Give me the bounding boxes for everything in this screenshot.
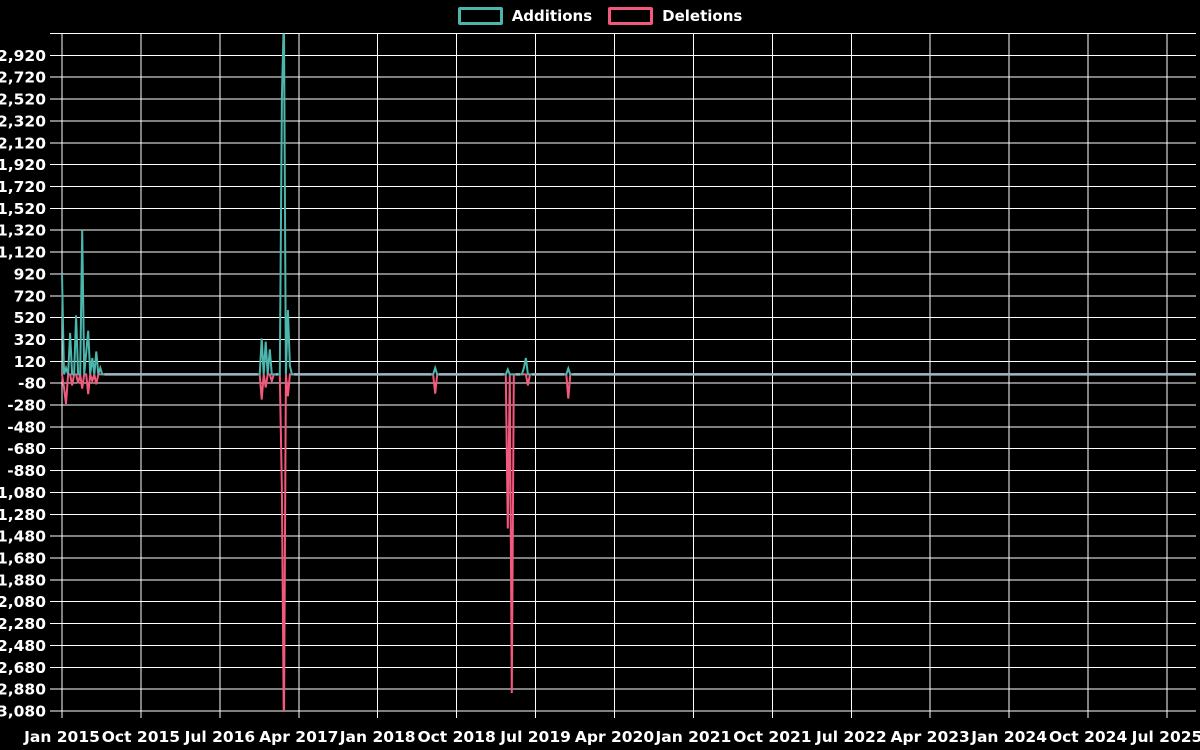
- x-tick-label: Jan 2015: [23, 728, 100, 746]
- x-tick-label: Jan 2021: [654, 728, 731, 746]
- x-tick-label: Apr 2020: [575, 728, 654, 746]
- legend-deletions-swatch-icon: [608, 7, 654, 25]
- y-tick-label: 1,120: [0, 244, 46, 262]
- x-tick-label: Jul 2016: [184, 728, 256, 746]
- x-tick-label: Apr 2023: [891, 728, 970, 746]
- y-tick-label: -1,280: [0, 506, 46, 524]
- legend-additions-label: Additions: [511, 6, 593, 25]
- y-tick-label: -2,280: [0, 615, 46, 633]
- legend-item-additions[interactable]: Additions: [457, 6, 593, 25]
- y-tick-label: 2,520: [0, 91, 46, 109]
- chart-legend: Additions Deletions: [0, 7, 1200, 25]
- y-tick-label: -2,880: [0, 681, 46, 699]
- x-tick-label: Oct 2015: [102, 728, 180, 746]
- y-tick-label: -1,880: [0, 571, 46, 589]
- y-tick-label: 2,320: [0, 112, 46, 130]
- y-tick-label: -1,680: [0, 550, 46, 568]
- y-tick-label: -3,080: [0, 703, 46, 721]
- x-tick-label: Jan 2018: [339, 728, 416, 746]
- x-tick-label: Oct 2024: [1049, 728, 1128, 746]
- y-tick-label: 1,720: [0, 178, 46, 196]
- additions-line: [61, 33, 1196, 376]
- axis-label-layer: 2,920 2,720 2,520 2,320 2,120 1,920 1,720 1,520…: [0, 47, 1200, 746]
- legend-item-deletions[interactable]: Deletions: [608, 7, 742, 25]
- x-tick-label: Jul 2025: [1131, 728, 1200, 746]
- y-tick-label: 2,120: [0, 134, 46, 152]
- y-tick-label: 2,920: [0, 47, 46, 65]
- y-tick-label: 1,320: [0, 222, 46, 240]
- y-tick-label: -2,080: [0, 593, 46, 611]
- series-layer: [61, 33, 1196, 711]
- deletions-line: [61, 373, 1196, 711]
- x-tick-label: Apr 2017: [259, 728, 338, 746]
- y-tick-label: -2,480: [0, 637, 46, 655]
- y-tick-label: -1,080: [0, 484, 46, 502]
- y-tick-label: 1,520: [0, 200, 46, 218]
- y-tick-label: -1,480: [0, 528, 46, 546]
- y-tick-label: -2,680: [0, 659, 46, 677]
- legend-additions-swatch-icon: [457, 7, 503, 25]
- y-tick-label: -480: [7, 418, 46, 436]
- x-tick-label: Jan 2024: [970, 728, 1047, 746]
- y-tick-label: -280: [7, 397, 46, 415]
- grid-layer: [50, 33, 1196, 718]
- y-tick-label: -680: [7, 440, 46, 458]
- x-tick-label: Oct 2021: [733, 728, 811, 746]
- y-tick-label: 520: [14, 309, 47, 327]
- y-tick-label: 320: [14, 331, 47, 349]
- x-tick-label: Jul 2019: [499, 728, 571, 746]
- y-tick-label: 720: [14, 287, 47, 305]
- y-tick-label: 120: [14, 353, 47, 371]
- x-tick-label: Oct 2018: [417, 728, 495, 746]
- y-tick-label: 1,920: [0, 156, 46, 174]
- y-tick-label: -880: [7, 462, 46, 480]
- y-tick-label: 920: [14, 265, 47, 283]
- y-tick-label: 2,720: [0, 69, 46, 87]
- y-tick-label: -80: [18, 375, 46, 393]
- x-tick-label: Jul 2022: [815, 728, 887, 746]
- legend-deletions-label: Deletions: [662, 6, 743, 25]
